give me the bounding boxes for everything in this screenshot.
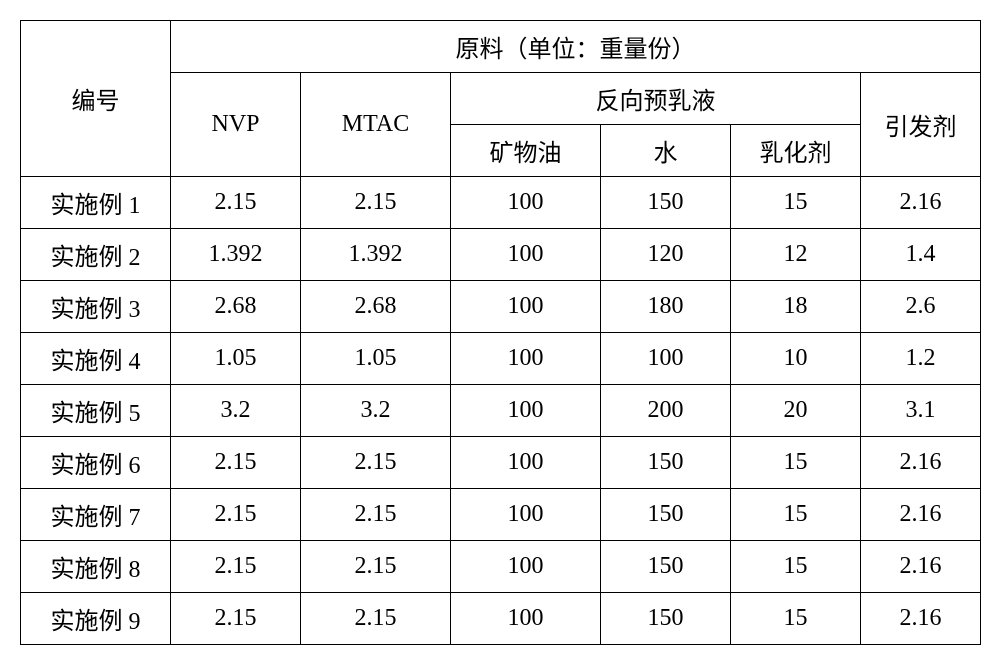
cell-emu: 15 [731,177,861,229]
cell-nvp: 2.15 [171,177,301,229]
cell-mtac: 2.15 [301,489,451,541]
col-header-water: 水 [601,125,731,177]
col-header-emulsifier: 乳化剂 [731,125,861,177]
cell-nvp: 2.15 [171,541,301,593]
cell-mtac: 2.68 [301,281,451,333]
cell-mtac: 2.15 [301,541,451,593]
cell-init: 2.6 [861,281,981,333]
cell-label: 实施例 1 [21,177,171,229]
cell-oil: 100 [451,281,601,333]
cell-init: 3.1 [861,385,981,437]
cell-emu: 15 [731,541,861,593]
col-header-mtac: MTAC [301,73,451,177]
cell-mtac: 2.15 [301,177,451,229]
col-header-nvp: NVP [171,73,301,177]
table-row: 实施例 9 2.15 2.15 100 150 15 2.16 [21,593,981,645]
cell-emu: 12 [731,229,861,281]
cell-init: 2.16 [861,489,981,541]
cell-nvp: 2.15 [171,437,301,489]
cell-emu: 20 [731,385,861,437]
cell-oil: 100 [451,177,601,229]
table-row: 实施例 3 2.68 2.68 100 180 18 2.6 [21,281,981,333]
cell-oil: 100 [451,489,601,541]
cell-water: 150 [601,489,731,541]
cell-init: 2.16 [861,177,981,229]
cell-label: 实施例 6 [21,437,171,489]
cell-water: 200 [601,385,731,437]
header-row-1: 编号 原料（单位：重量份） [21,21,981,73]
cell-water: 150 [601,541,731,593]
cell-water: 150 [601,593,731,645]
table-body: 实施例 1 2.15 2.15 100 150 15 2.16 实施例 2 1.… [21,177,981,645]
cell-oil: 100 [451,229,601,281]
cell-init: 1.4 [861,229,981,281]
cell-oil: 100 [451,437,601,489]
cell-label: 实施例 9 [21,593,171,645]
cell-oil: 100 [451,385,601,437]
cell-nvp: 2.15 [171,489,301,541]
cell-init: 2.16 [861,437,981,489]
table-row: 实施例 5 3.2 3.2 100 200 20 3.1 [21,385,981,437]
cell-label: 实施例 4 [21,333,171,385]
cell-label: 实施例 3 [21,281,171,333]
col-header-group: 原料（单位：重量份） [171,21,981,73]
cell-mtac: 2.15 [301,437,451,489]
cell-nvp: 1.392 [171,229,301,281]
cell-emu: 10 [731,333,861,385]
cell-water: 120 [601,229,731,281]
cell-init: 1.2 [861,333,981,385]
cell-mtac: 1.05 [301,333,451,385]
col-header-emulsion-group: 反向预乳液 [451,73,861,125]
cell-label: 实施例 8 [21,541,171,593]
cell-init: 2.16 [861,541,981,593]
cell-water: 100 [601,333,731,385]
materials-table: 编号 原料（单位：重量份） NVP MTAC 反向预乳液 引发剂 矿物油 水 乳… [20,20,981,645]
cell-label: 实施例 7 [21,489,171,541]
cell-emu: 15 [731,437,861,489]
cell-label: 实施例 5 [21,385,171,437]
table-row: 实施例 7 2.15 2.15 100 150 15 2.16 [21,489,981,541]
cell-oil: 100 [451,541,601,593]
table-row: 实施例 6 2.15 2.15 100 150 15 2.16 [21,437,981,489]
cell-nvp: 1.05 [171,333,301,385]
cell-emu: 15 [731,489,861,541]
col-header-initiator: 引发剂 [861,73,981,177]
cell-oil: 100 [451,593,601,645]
table-row: 实施例 2 1.392 1.392 100 120 12 1.4 [21,229,981,281]
cell-emu: 18 [731,281,861,333]
cell-nvp: 2.15 [171,593,301,645]
cell-mtac: 1.392 [301,229,451,281]
table-row: 实施例 8 2.15 2.15 100 150 15 2.16 [21,541,981,593]
table-row: 实施例 4 1.05 1.05 100 100 10 1.2 [21,333,981,385]
col-header-id: 编号 [21,21,171,177]
cell-init: 2.16 [861,593,981,645]
cell-mtac: 2.15 [301,593,451,645]
cell-nvp: 2.68 [171,281,301,333]
cell-water: 180 [601,281,731,333]
cell-label: 实施例 2 [21,229,171,281]
col-header-oil: 矿物油 [451,125,601,177]
cell-water: 150 [601,177,731,229]
cell-water: 150 [601,437,731,489]
table-row: 实施例 1 2.15 2.15 100 150 15 2.16 [21,177,981,229]
cell-nvp: 3.2 [171,385,301,437]
cell-mtac: 3.2 [301,385,451,437]
cell-oil: 100 [451,333,601,385]
cell-emu: 15 [731,593,861,645]
